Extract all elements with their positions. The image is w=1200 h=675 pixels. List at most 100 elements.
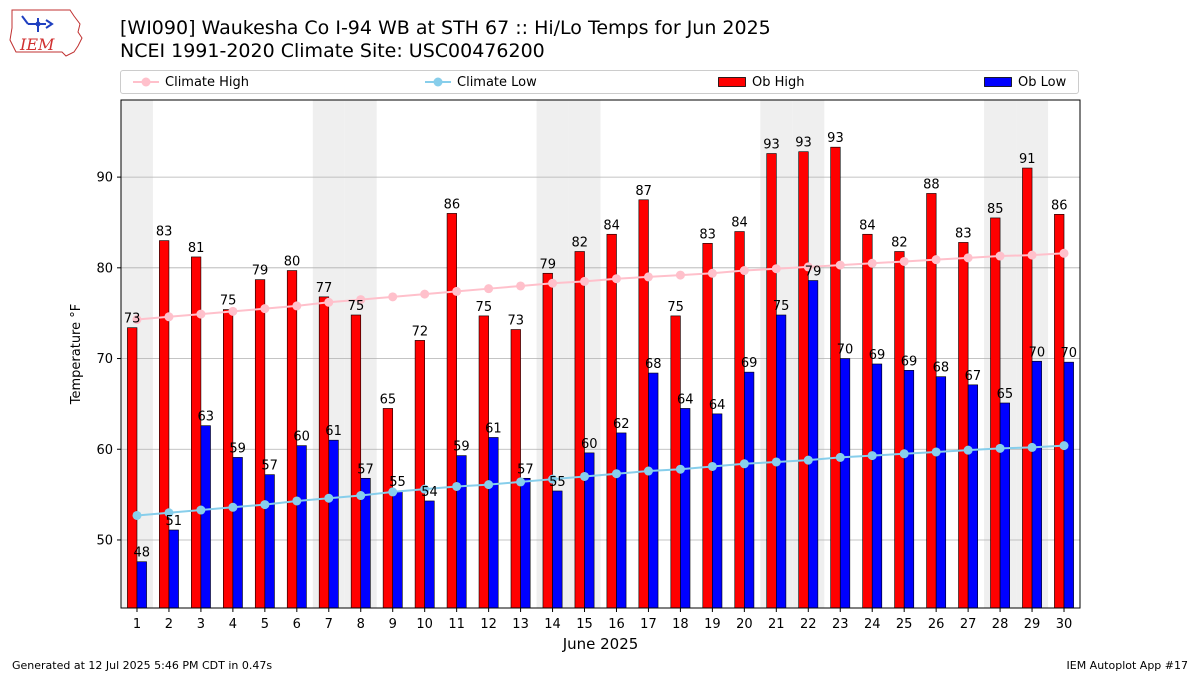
bar-ob-low-day-12 (488, 437, 499, 609)
label-ob-high-day-14: 79 (539, 257, 556, 272)
point-climate-low-day-14 (548, 474, 558, 484)
point-climate-high-day-12 (484, 284, 494, 294)
label-ob-low-day-4: 59 (229, 441, 246, 456)
point-climate-low-day-8 (356, 491, 366, 501)
label-ob-low-day-30: 70 (1061, 346, 1078, 361)
x-tick-label-3: 3 (197, 617, 205, 632)
label-ob-high-day-3: 81 (188, 241, 205, 256)
y-tick-label-50: 50 (96, 533, 113, 548)
point-climate-high-day-4 (228, 306, 238, 316)
label-ob-high-day-17: 87 (635, 184, 652, 199)
legend-label-ob-low: Ob Low (1018, 74, 1067, 90)
legend-item-ob-low: Ob Low (984, 71, 1066, 93)
bar-ob-high-day-4 (222, 309, 234, 609)
bar-ob-high-day-9 (382, 408, 394, 609)
point-climate-high-day-20 (739, 266, 749, 276)
label-ob-high-day-13: 73 (508, 314, 525, 329)
bar-ob-high-day-18 (670, 315, 681, 609)
y-tick-label-90: 90 (96, 171, 113, 186)
bar-ob-low-day-9 (392, 490, 403, 609)
bar-ob-high-day-7 (318, 296, 330, 609)
legend: Climate High Climate Low Ob High Ob Low (120, 70, 1079, 94)
point-climate-low-day-24 (867, 451, 877, 461)
x-tick-label-2: 2 (165, 617, 173, 632)
point-climate-high-day-15 (580, 276, 590, 286)
label-ob-low-day-25: 69 (901, 354, 918, 369)
y-tick-label-80: 80 (96, 261, 113, 276)
x-tick-label-29: 29 (1024, 617, 1041, 632)
x-tick-label-30: 30 (1056, 617, 1073, 632)
bar-ob-low-day-25 (903, 370, 915, 609)
bar-ob-low-day-6 (296, 445, 307, 609)
legend-label-climate-high: Climate High (165, 74, 250, 90)
point-climate-low-day-17 (643, 466, 653, 476)
label-ob-low-day-24: 69 (869, 348, 886, 363)
bar-ob-low-day-17 (648, 372, 659, 609)
point-climate-low-day-29 (1027, 442, 1037, 452)
label-ob-high-day-11: 86 (444, 197, 461, 212)
bar-ob-high-day-5 (254, 279, 266, 609)
point-climate-low-day-25 (899, 449, 909, 459)
bar-ob-low-day-24 (871, 363, 883, 609)
x-tick-label-27: 27 (960, 617, 977, 632)
label-ob-low-day-29: 70 (1029, 345, 1046, 360)
x-tick-label-23: 23 (832, 617, 849, 632)
legend-marker-climate-high (133, 77, 159, 87)
legend-marker-ob-low (984, 77, 1012, 87)
point-climate-low-day-20 (739, 459, 749, 469)
legend-marker-climate-low (425, 77, 451, 87)
label-ob-high-day-8: 75 (348, 299, 365, 314)
point-climate-high-day-21 (771, 264, 781, 274)
x-tick-label-5: 5 (261, 617, 269, 632)
label-ob-low-day-22: 79 (805, 265, 822, 280)
point-climate-low-day-30 (1059, 441, 1069, 451)
x-tick-label-9: 9 (389, 617, 397, 632)
label-ob-low-day-5: 57 (261, 459, 278, 474)
bar-ob-low-day-26 (935, 376, 947, 609)
iem-logo: IEM (9, 9, 83, 57)
bar-ob-low-day-2 (168, 529, 179, 609)
point-climate-high-day-8 (356, 295, 366, 305)
point-climate-high-day-23 (835, 260, 845, 270)
x-tick-label-7: 7 (325, 617, 333, 632)
point-climate-low-day-26 (931, 447, 941, 457)
legend-label-ob-high: Ob High (752, 74, 805, 90)
label-ob-high-day-7: 77 (316, 281, 333, 296)
bar-ob-high-day-14 (542, 272, 553, 609)
bar-ob-high-day-12 (478, 315, 489, 609)
point-climate-low-day-19 (707, 461, 717, 471)
point-climate-low-day-7 (324, 493, 334, 503)
bar-ob-high-day-10 (414, 340, 425, 609)
x-tick-label-19: 19 (704, 617, 721, 632)
label-ob-low-day-28: 65 (997, 387, 1014, 402)
bar-ob-high-day-27 (958, 242, 969, 609)
point-climate-high-day-10 (420, 289, 430, 299)
line-climate-high (136, 252, 1065, 321)
label-ob-low-day-14: 55 (549, 475, 566, 490)
generated-timestamp: Generated at 12 Jul 2025 5:46 PM CDT in … (12, 659, 273, 672)
point-climate-low-day-23 (835, 452, 845, 462)
bar-ob-high-day-25 (894, 251, 905, 609)
bar-ob-high-day-15 (574, 251, 585, 609)
y-tick-label-60: 60 (96, 443, 113, 458)
bar-ob-low-day-22 (807, 280, 819, 609)
label-ob-high-day-26: 88 (923, 177, 940, 192)
label-ob-high-day-2: 83 (156, 225, 173, 240)
legend-item-climate-low: Climate Low (425, 71, 537, 93)
bar-ob-low-day-13 (520, 477, 531, 609)
point-climate-high-day-24 (867, 258, 877, 268)
legend-marker-ob-high (718, 77, 746, 87)
bar-ob-low-day-7 (328, 439, 339, 609)
point-climate-high-day-30 (1059, 248, 1069, 258)
label-ob-high-day-15: 82 (571, 235, 588, 250)
label-ob-high-day-30: 86 (1051, 198, 1068, 213)
x-tick-label-24: 24 (864, 617, 881, 632)
bar-ob-high-day-1 (127, 327, 138, 609)
bar-ob-low-day-19 (712, 413, 723, 609)
point-climate-low-day-12 (484, 480, 494, 490)
point-climate-low-day-3 (196, 505, 206, 515)
point-climate-high-day-2 (164, 312, 174, 322)
label-ob-low-day-18: 64 (677, 392, 694, 407)
bar-ob-high-day-23 (830, 146, 841, 609)
x-tick-label-17: 17 (640, 617, 657, 632)
